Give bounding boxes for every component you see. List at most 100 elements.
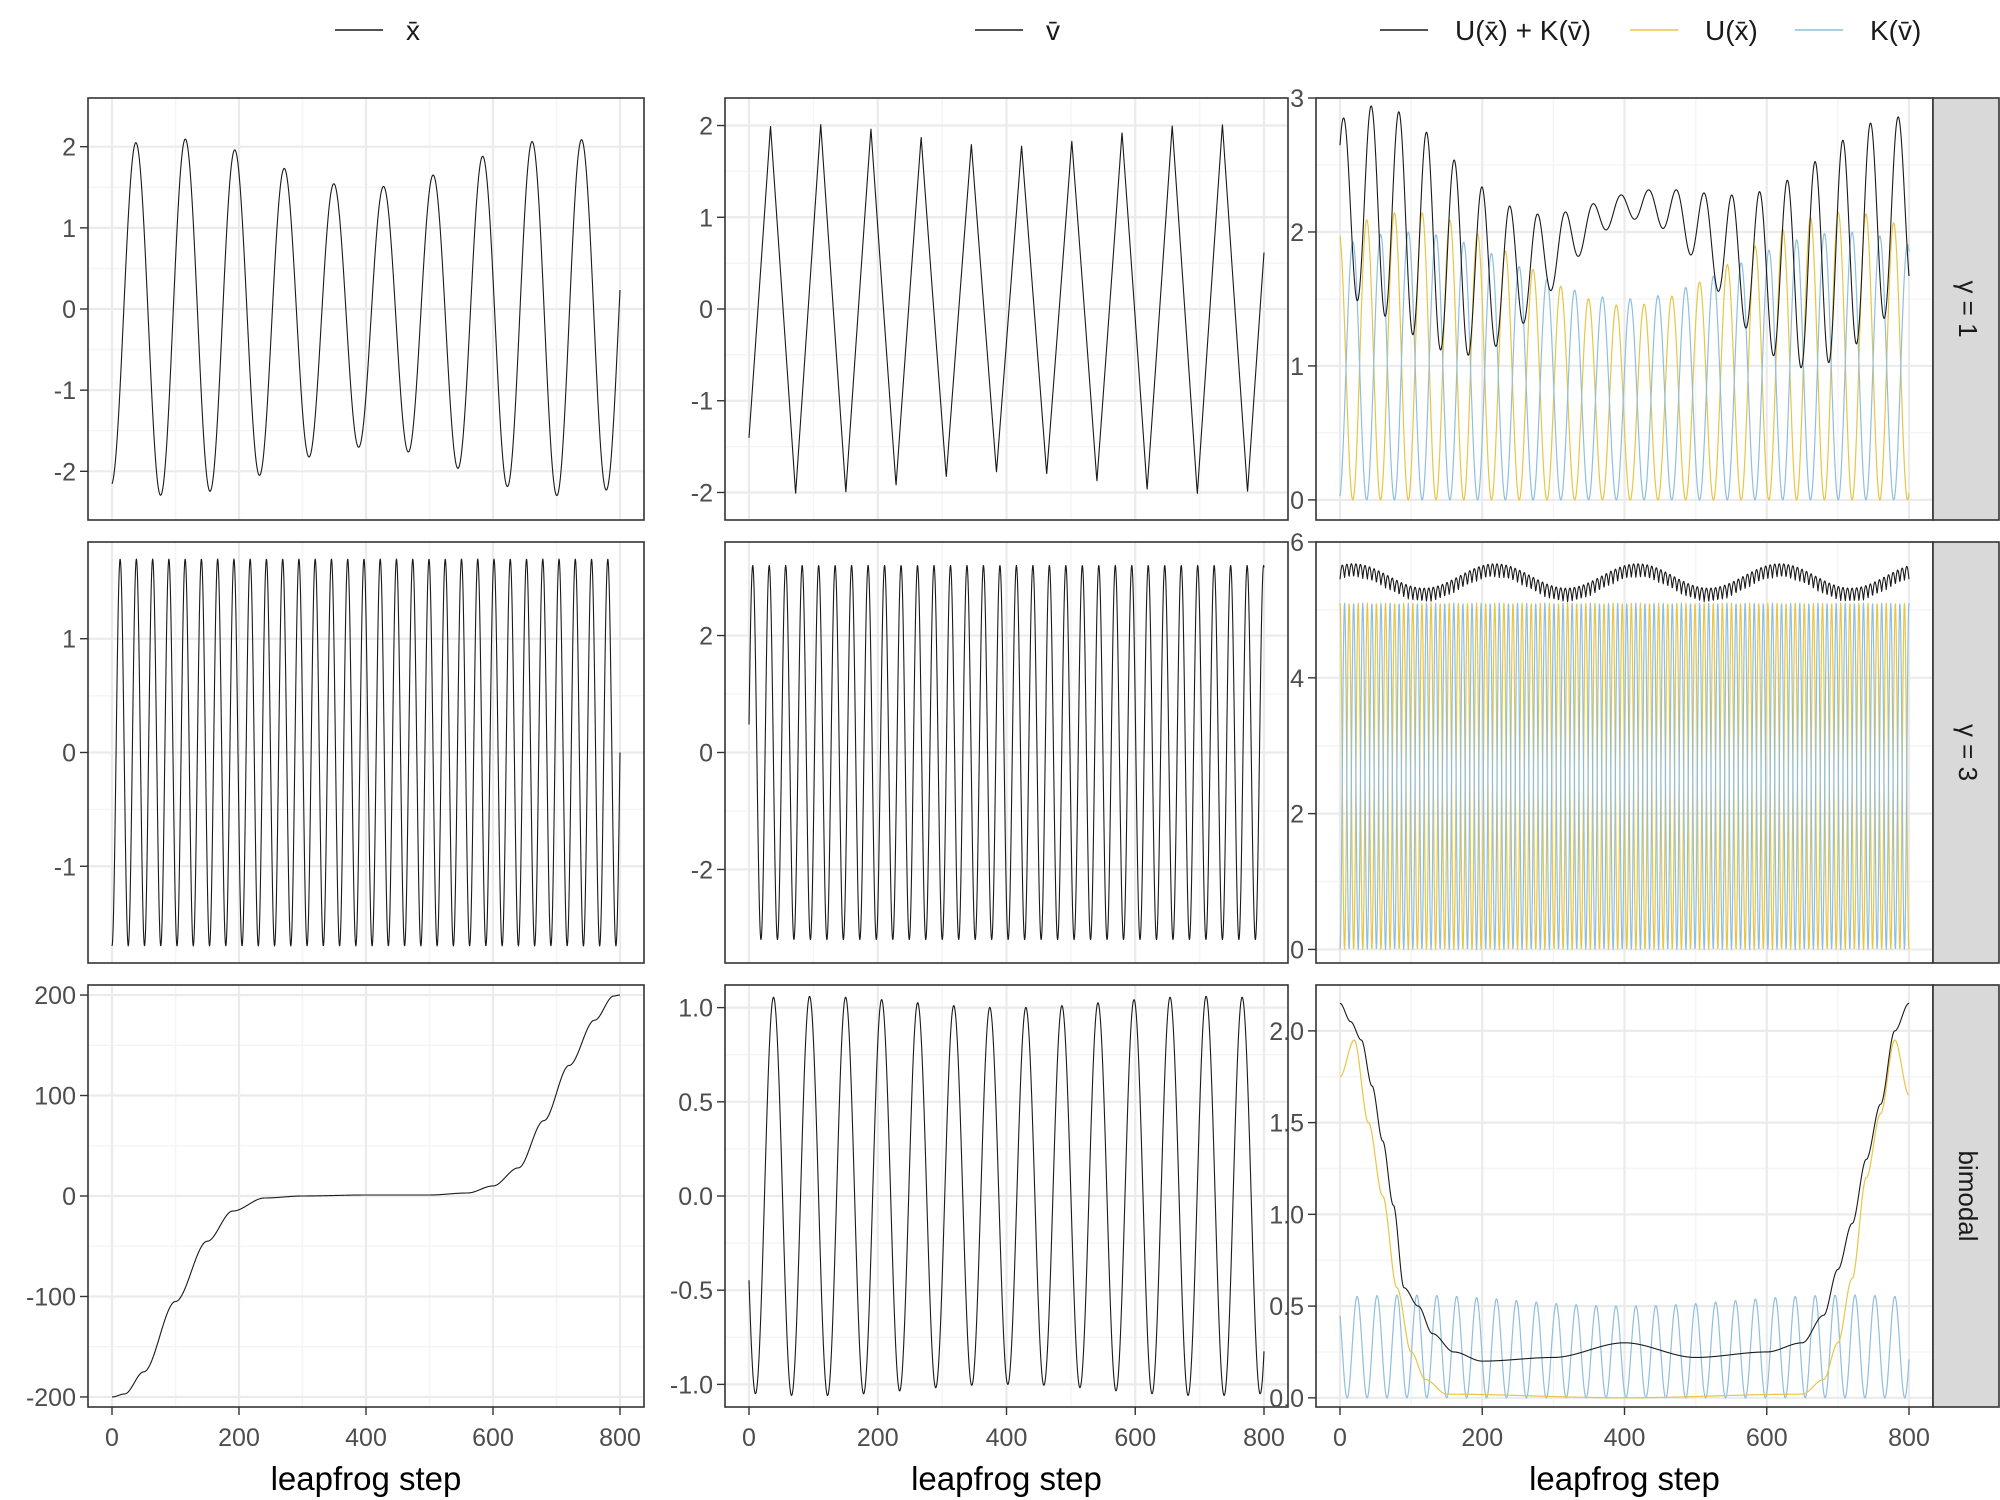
y-tick-label: -200 xyxy=(26,1384,76,1412)
y-tick-label: 1.5 xyxy=(1269,1110,1304,1138)
x-tick-label: 0 xyxy=(742,1424,756,1452)
y-tick-label: 0.5 xyxy=(678,1089,713,1117)
series-group xyxy=(1339,563,1910,951)
series-line xyxy=(748,124,1265,494)
x-tick-label: 800 xyxy=(1243,1424,1285,1452)
x-tick-label: 800 xyxy=(1888,1424,1930,1452)
y-tick-label: 0.0 xyxy=(1269,1385,1304,1413)
y-tick-label: 0.0 xyxy=(678,1183,713,1211)
y-tick-label: 0 xyxy=(699,740,713,768)
legend-label: U(x̄) xyxy=(1705,15,1758,46)
facet-strip-2: γ = 3 xyxy=(1932,541,2000,964)
series-line xyxy=(111,138,621,497)
y-tick-label: 2 xyxy=(62,134,76,162)
y-tick-label: 0.5 xyxy=(1269,1293,1304,1321)
panel-r1-c1: -2 -1 0 1 2 xyxy=(54,97,645,521)
y-tick-label: -2 xyxy=(691,856,713,884)
y-tick-label: 0 xyxy=(1290,936,1304,964)
y-tick-label: -2 xyxy=(54,458,76,486)
series-line xyxy=(111,558,621,947)
y-tick-label: 1 xyxy=(699,204,713,232)
series-group xyxy=(748,564,1265,941)
y-tick-label: 4 xyxy=(1290,665,1304,693)
y-tick-label: 1.0 xyxy=(1269,1201,1304,1229)
x-tick-label: 800 xyxy=(599,1424,641,1452)
y-tick-label: 2 xyxy=(1290,219,1304,247)
y-tick-label: 6 xyxy=(1290,529,1304,557)
legend-2: v̄ xyxy=(975,15,1060,46)
x-axis-title: leapfrog step xyxy=(271,1460,462,1497)
series-line xyxy=(1339,1294,1910,1399)
series-line xyxy=(1339,105,1910,369)
strip-background xyxy=(1932,541,2000,964)
panel-r1-c3: 0 1 2 3 xyxy=(1290,85,1934,521)
series-line xyxy=(748,564,1265,941)
y-tick-label: 1 xyxy=(62,215,76,243)
legend-3: U(x̄) + K(v̄) U(x̄) K(v̄) xyxy=(1380,15,1921,46)
y-tick-label: 1.0 xyxy=(678,995,713,1023)
y-tick-label: 200 xyxy=(34,982,76,1010)
series-line xyxy=(1339,1002,1910,1362)
legend-label: v̄ xyxy=(1046,15,1060,46)
series-line xyxy=(748,995,1265,1397)
series-group xyxy=(748,995,1265,1397)
strip-background xyxy=(1932,984,2000,1408)
y-tick-label: -0.5 xyxy=(670,1277,713,1305)
panel-grid: -2 -1 0 1 2 -2 -1 0 1 2 0 1 2 3 -1 0 1 -2 0 2 0 2 4 6 -200 -100 0 1… xyxy=(26,85,1934,1452)
y-tick-label: -1 xyxy=(54,377,76,405)
series-line xyxy=(1339,231,1910,501)
y-tick-label: 0 xyxy=(699,296,713,324)
strip-background xyxy=(1932,97,2000,521)
facet-strip-1: γ = 1 xyxy=(1932,97,2000,521)
y-tick-label: 3 xyxy=(1290,85,1304,113)
series-group xyxy=(111,994,621,1398)
x-tick-label: 600 xyxy=(1114,1424,1156,1452)
legend-label: x̄ xyxy=(406,15,420,46)
legend-1: x̄ xyxy=(335,15,420,46)
y-tick-label: 2 xyxy=(699,623,713,651)
legend-label: K(v̄) xyxy=(1870,15,1921,46)
series-line xyxy=(1339,1039,1910,1399)
y-tick-label: 2 xyxy=(1290,801,1304,829)
y-tick-label: -2 xyxy=(691,479,713,507)
y-tick-label: 0 xyxy=(62,1183,76,1211)
series-group xyxy=(111,558,621,947)
facet-strips: γ = 1 γ = 3 bimodal xyxy=(1932,97,2000,1408)
x-tick-label: 600 xyxy=(472,1424,514,1452)
strip-label: γ = 3 xyxy=(1953,724,1983,781)
panel-r2-c2: -2 0 2 xyxy=(691,541,1289,964)
series-line xyxy=(1339,211,1910,501)
x-tick-label: 400 xyxy=(345,1424,387,1452)
x-tick-label: 400 xyxy=(1604,1424,1646,1452)
x-tick-label: 200 xyxy=(1461,1424,1503,1452)
series-group xyxy=(748,124,1265,494)
panel-r2-c1: -1 0 1 xyxy=(54,541,645,964)
x-tick-label: 400 xyxy=(986,1424,1028,1452)
series-group xyxy=(1339,1002,1910,1399)
y-tick-label: 2.0 xyxy=(1269,1018,1304,1046)
y-tick-label: -100 xyxy=(26,1283,76,1311)
legend-label: U(x̄) + K(v̄) xyxy=(1455,15,1591,46)
x-axis-title: leapfrog step xyxy=(1529,1460,1720,1497)
x-tick-label: 200 xyxy=(857,1424,899,1452)
y-tick-label: -1.0 xyxy=(670,1371,713,1399)
panel-r3-c2: -1.0 -0.5 0.0 0.5 1.0 0 200 400 600 800 xyxy=(670,984,1289,1452)
y-tick-label: 100 xyxy=(34,1083,76,1111)
x-tick-label: 0 xyxy=(105,1424,119,1452)
x-axis-titles: leapfrog step leapfrog step leapfrog step xyxy=(271,1460,1720,1497)
panel-r2-c3: 0 2 4 6 xyxy=(1290,529,1934,964)
y-tick-label: 0 xyxy=(1290,487,1304,515)
x-tick-label: 200 xyxy=(218,1424,260,1452)
y-tick-label: 1 xyxy=(1290,353,1304,381)
x-tick-label: 600 xyxy=(1746,1424,1788,1452)
panel-r3-c1: -200 -100 0 100 200 0 200 400 600 800 xyxy=(26,982,645,1452)
strip-label: γ = 1 xyxy=(1953,280,1983,337)
y-tick-label: -1 xyxy=(691,388,713,416)
series-line xyxy=(111,994,621,1398)
legend-area: x̄ v̄ U(x̄) + K(v̄) U(x̄) K(v̄) xyxy=(335,15,1921,46)
series-group xyxy=(1339,105,1910,501)
x-axis-title: leapfrog step xyxy=(911,1460,1102,1497)
series-group xyxy=(111,138,621,497)
series-line xyxy=(1339,563,1910,603)
